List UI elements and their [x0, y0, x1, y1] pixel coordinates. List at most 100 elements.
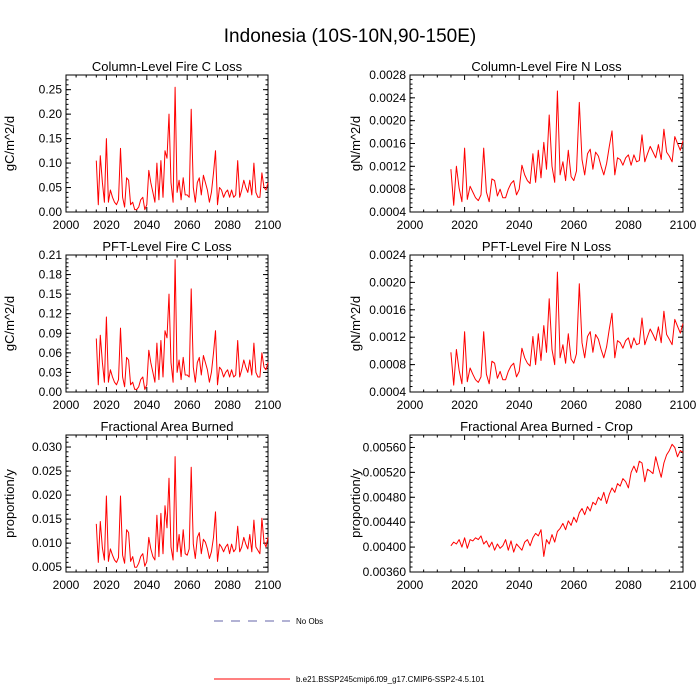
x-tick-label: 2060 — [174, 398, 201, 412]
plot-frame — [409, 74, 684, 213]
x-tick-label: 2080 — [615, 218, 642, 232]
panel-title: PFT-Level Fire C Loss — [102, 239, 232, 254]
plot-frame — [409, 254, 684, 393]
x-tick-label: 2020 — [451, 398, 478, 412]
y-tick-label: 0.21 — [39, 248, 63, 262]
plot-frame — [65, 434, 269, 573]
y-tick-label: 0.0008 — [369, 182, 406, 196]
y-axis-label: proportion/y — [2, 469, 17, 538]
panel-3: PFT-Level Fire C Loss gC/m^2/d 2000 2020 204… — [2, 239, 282, 412]
x-tick-label: 2040 — [506, 218, 533, 232]
plot-frame — [65, 254, 269, 393]
panel-4: PFT-Level Fire N Loss gN/m^2/d 2000 2020 204… — [348, 239, 697, 412]
x-tick-label: 2040 — [506, 398, 533, 412]
y-tick-label: 0.20 — [39, 107, 63, 121]
x-tick-label: 2000 — [53, 578, 80, 592]
panel-5: Fractional Area Burned proportion/y 2000 20… — [2, 419, 282, 592]
x-tick-label: 2060 — [560, 218, 587, 232]
y-tick-label: 0.0004 — [369, 205, 406, 219]
x-tick-label: 2100 — [255, 578, 282, 592]
panel-2: Column-Level Fire N Loss gN/m^2/d 2000 2020… — [348, 59, 697, 232]
y-tick-label: 0.005 — [32, 560, 62, 574]
x-tick-label: 2060 — [560, 398, 587, 412]
y-tick-label: 0.020 — [32, 488, 62, 502]
x-tick-label: 2020 — [451, 578, 478, 592]
series-line — [95, 456, 269, 568]
y-tick-label: 0.12 — [39, 307, 63, 321]
y-tick-label: 0.00440 — [363, 515, 407, 529]
y-tick-label: 0.0024 — [369, 91, 406, 105]
y-tick-label: 0.0028 — [369, 68, 406, 82]
x-tick-label: 2060 — [560, 578, 587, 592]
series-line — [95, 259, 269, 390]
x-tick-label: 2000 — [397, 398, 424, 412]
panel-title: PFT-Level Fire N Loss — [482, 239, 612, 254]
panel-title: Fractional Area Burned - Crop — [460, 419, 633, 434]
y-tick-label: 0.0020 — [369, 275, 406, 289]
y-tick-label: 0.25 — [39, 83, 63, 97]
x-tick-label: 2000 — [397, 578, 424, 592]
y-tick-label: 0.15 — [39, 287, 63, 301]
x-tick-label: 2040 — [133, 578, 160, 592]
y-tick-label: 0.0008 — [369, 358, 406, 372]
x-tick-label: 2080 — [214, 578, 241, 592]
x-tick-label: 2020 — [451, 218, 478, 232]
x-tick-label: 2100 — [670, 398, 697, 412]
panel-title: Fractional Area Burned — [101, 419, 234, 434]
x-tick-label: 2020 — [93, 578, 120, 592]
y-tick-label: 0.03 — [39, 365, 63, 379]
y-tick-label: 0.0012 — [369, 330, 406, 344]
x-tick-label: 2100 — [255, 218, 282, 232]
x-tick-label: 2020 — [93, 398, 120, 412]
x-tick-label: 2080 — [214, 398, 241, 412]
y-tick-label: 0.09 — [39, 326, 63, 340]
x-tick-label: 2100 — [255, 398, 282, 412]
y-tick-label: 0.15 — [39, 132, 63, 146]
y-axis-label: gC/m^2/d — [2, 116, 17, 171]
y-axis-label: gC/m^2/d — [2, 296, 17, 351]
y-axis-label: gN/m^2/d — [348, 296, 363, 351]
x-tick-label: 2100 — [670, 578, 697, 592]
y-tick-label: 0.18 — [39, 268, 63, 282]
x-tick-label: 2000 — [397, 218, 424, 232]
series-line — [450, 443, 684, 557]
panel-title: Column-Level Fire N Loss — [471, 59, 622, 74]
panel-1: Column-Level Fire C Loss gC/m^2/d 2000 2020… — [2, 59, 282, 232]
figure-title: Indonesia (10S-10N,90-150E) — [223, 26, 477, 47]
x-tick-label: 2060 — [174, 578, 201, 592]
y-tick-label: 0.06 — [39, 346, 63, 360]
legend: No Obs b.e21.BSSP245cmip6.f09_g17.CMIP6-S… — [214, 617, 485, 684]
series-line — [450, 90, 684, 206]
y-tick-label: 0.025 — [32, 464, 62, 478]
y-tick-label: 0.00360 — [363, 565, 407, 579]
y-tick-label: 0.00520 — [363, 465, 407, 479]
y-tick-label: 0.010 — [32, 536, 62, 550]
y-tick-label: 0.00400 — [363, 540, 407, 554]
y-tick-label: 0.00560 — [363, 440, 407, 454]
x-tick-label: 2040 — [133, 218, 160, 232]
panel-title: Column-Level Fire C Loss — [92, 59, 243, 74]
series-line — [450, 271, 684, 386]
y-tick-label: 0.05 — [39, 181, 63, 195]
y-tick-label: 0.0020 — [369, 114, 406, 128]
y-tick-label: 0.00480 — [363, 490, 407, 504]
y-tick-label: 0.030 — [32, 440, 62, 454]
x-tick-label: 2080 — [214, 218, 241, 232]
x-tick-label: 2040 — [133, 398, 160, 412]
x-tick-label: 2020 — [93, 218, 120, 232]
x-tick-label: 2040 — [506, 578, 533, 592]
legend-label: b.e21.BSSP245cmip6.f09_g17.CMIP6-SSP2-4.… — [296, 675, 485, 684]
x-tick-label: 2080 — [615, 578, 642, 592]
y-tick-label: 0.0016 — [369, 137, 406, 151]
y-tick-label: 0.015 — [32, 512, 62, 526]
y-axis-label: proportion/y — [348, 469, 363, 538]
x-tick-label: 2060 — [174, 218, 201, 232]
y-tick-label: 0.0004 — [369, 385, 406, 399]
x-tick-label: 2000 — [53, 218, 80, 232]
panel-6: Fractional Area Burned - Crop proportion/… — [348, 419, 697, 592]
y-tick-label: 0.00 — [39, 385, 63, 399]
x-tick-label: 2080 — [615, 398, 642, 412]
series-line — [95, 86, 269, 211]
y-axis-label: gN/m^2/d — [348, 116, 363, 171]
